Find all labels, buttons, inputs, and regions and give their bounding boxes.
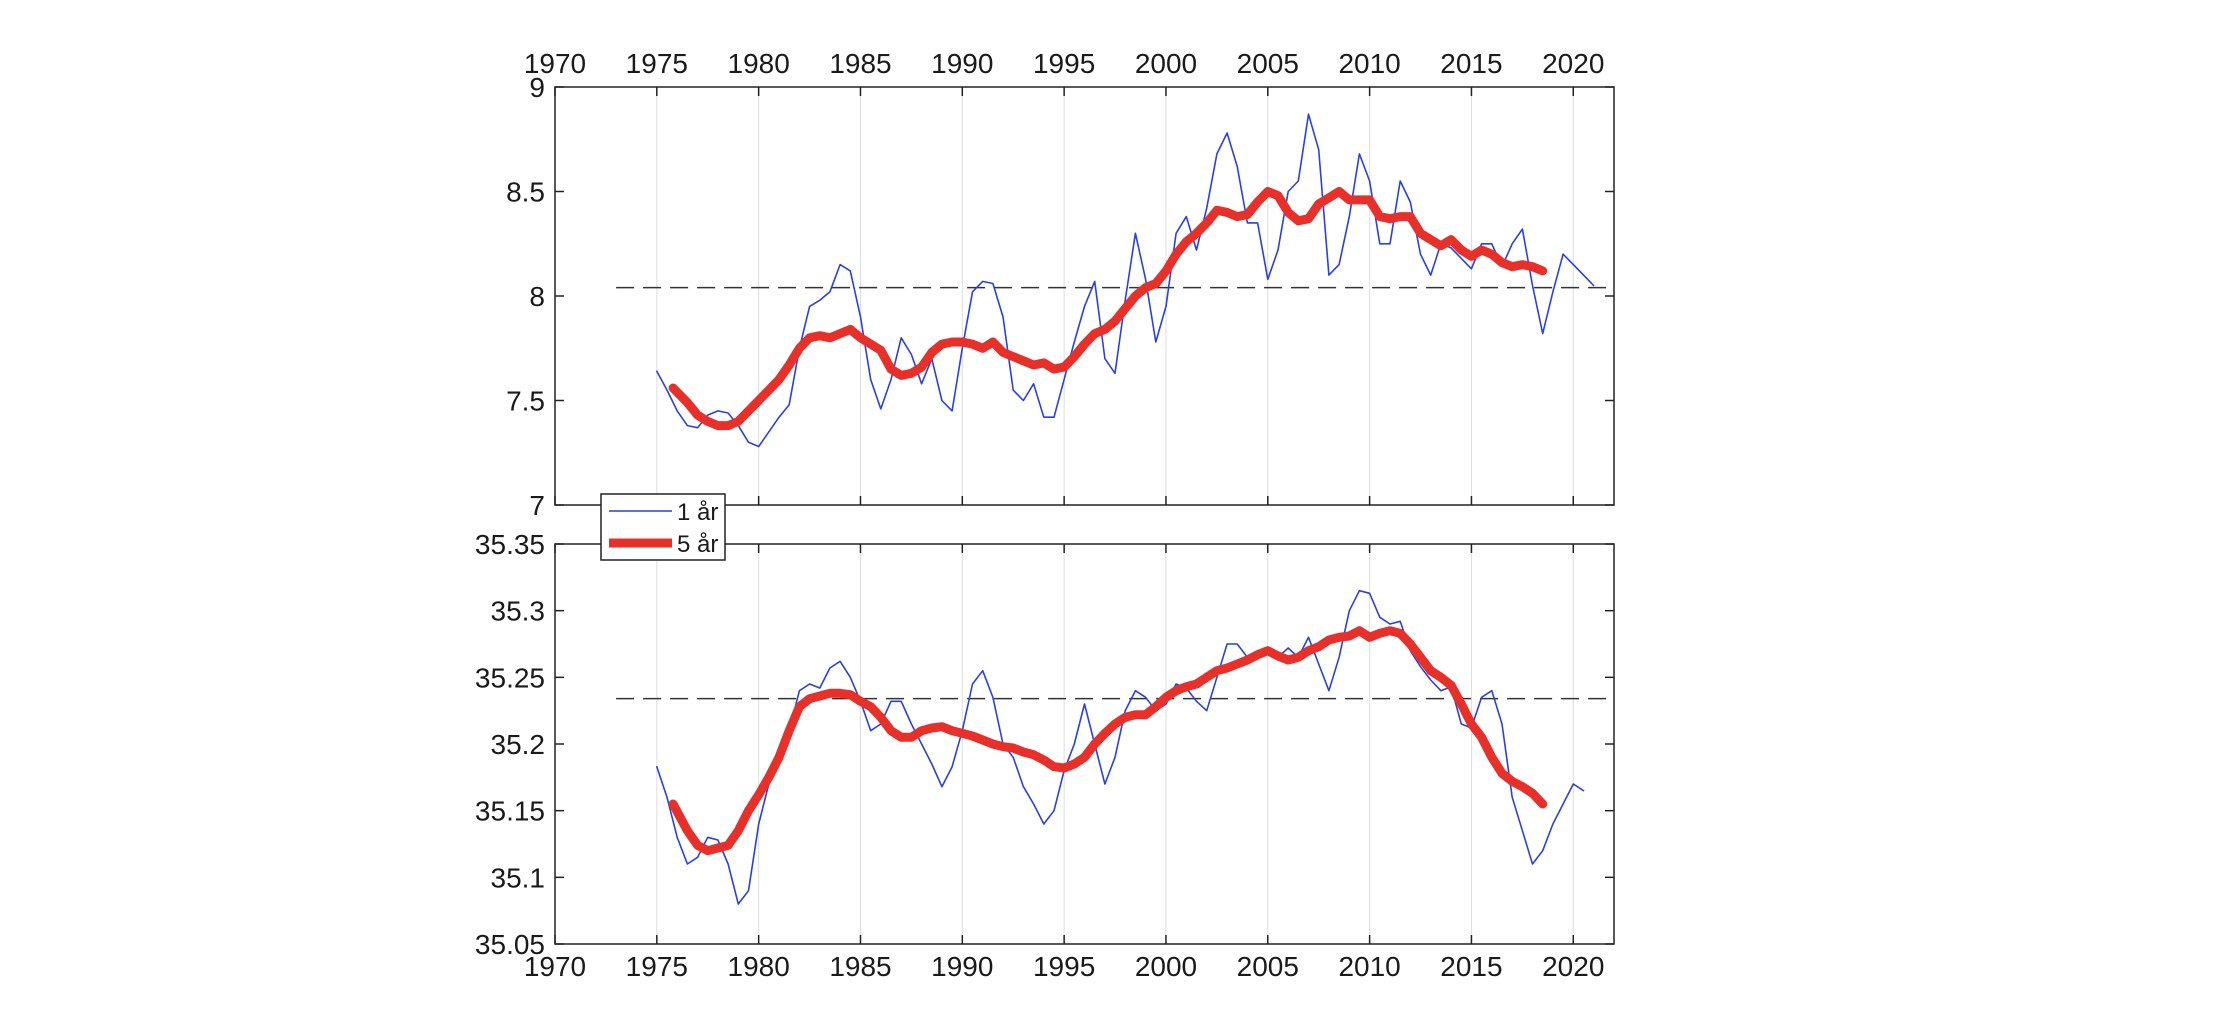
y-tick-label: 35.25 — [475, 662, 545, 693]
x-tick-label-bottom: 1970 — [524, 951, 586, 982]
axes-box — [554, 543, 1615, 945]
x-tick-label-top: 1970 — [524, 48, 586, 79]
x-tick-label-bottom: 1975 — [626, 951, 688, 982]
y-tick-label: 35.15 — [475, 796, 545, 827]
x-tick-label-bottom: 2010 — [1338, 951, 1400, 982]
temperature-panel: 1970 1975 1980 1985 1990 1995 2000 2005 2010 2015… — [506, 48, 1615, 521]
x-tick-label-bottom: 2000 — [1135, 951, 1197, 982]
y-tick-label: 35.05 — [475, 929, 545, 960]
x-tick-label-bottom: 2015 — [1440, 951, 1502, 982]
x-tick-label-bottom: 1995 — [1033, 951, 1095, 982]
y-tick-label: 7 — [529, 490, 545, 521]
salinity-panel: 1970 1975 1980 1985 1990 1995 2000 2005 2010 2015… — [475, 529, 1615, 982]
legend-label-1-ar: 1 år — [677, 499, 718, 526]
x-tick-label-top: 1985 — [829, 48, 891, 79]
y-tick-label: 8 — [529, 281, 545, 312]
legend: 1 år 5 år — [600, 493, 726, 561]
x-tick-label-top: 2015 — [1440, 48, 1502, 79]
y-tick-label: 7.5 — [506, 386, 545, 417]
x-tick-label-bottom: 1985 — [829, 951, 891, 982]
y-tick-label: 35.2 — [491, 729, 546, 760]
y-tick-label: 35.3 — [491, 596, 546, 627]
x-tick-label-top: 2005 — [1237, 48, 1299, 79]
series-line-1-ar — [656, 589, 1585, 905]
y-tick-label: 35.1 — [491, 862, 546, 893]
x-tick-label-bottom: 2005 — [1237, 951, 1299, 982]
series-line-1-ar — [656, 113, 1595, 448]
y-tick-label: 9 — [529, 72, 545, 103]
x-tick-label-top: 1995 — [1033, 48, 1095, 79]
series-line-5-ar — [668, 626, 1548, 856]
x-tick-label-top: 1980 — [728, 48, 790, 79]
x-tick-label-top: 2020 — [1542, 48, 1604, 79]
x-tick-label-top: 2000 — [1135, 48, 1197, 79]
axes-box — [554, 86, 1615, 506]
legend-box — [600, 493, 726, 561]
y-tick-label: 8.5 — [506, 177, 545, 208]
x-tick-label-top: 1990 — [931, 48, 993, 79]
series-line-5-ar — [668, 187, 1548, 431]
x-tick-label-bottom: 1980 — [728, 951, 790, 982]
y-tick-label: 35.35 — [475, 529, 545, 560]
x-tick-label-bottom: 2020 — [1542, 951, 1604, 982]
x-tick-label-top: 1975 — [626, 48, 688, 79]
x-tick-label-top: 2010 — [1338, 48, 1400, 79]
x-tick-label-bottom: 1990 — [931, 951, 993, 982]
legend-label-5-ar: 5 år — [677, 531, 718, 558]
